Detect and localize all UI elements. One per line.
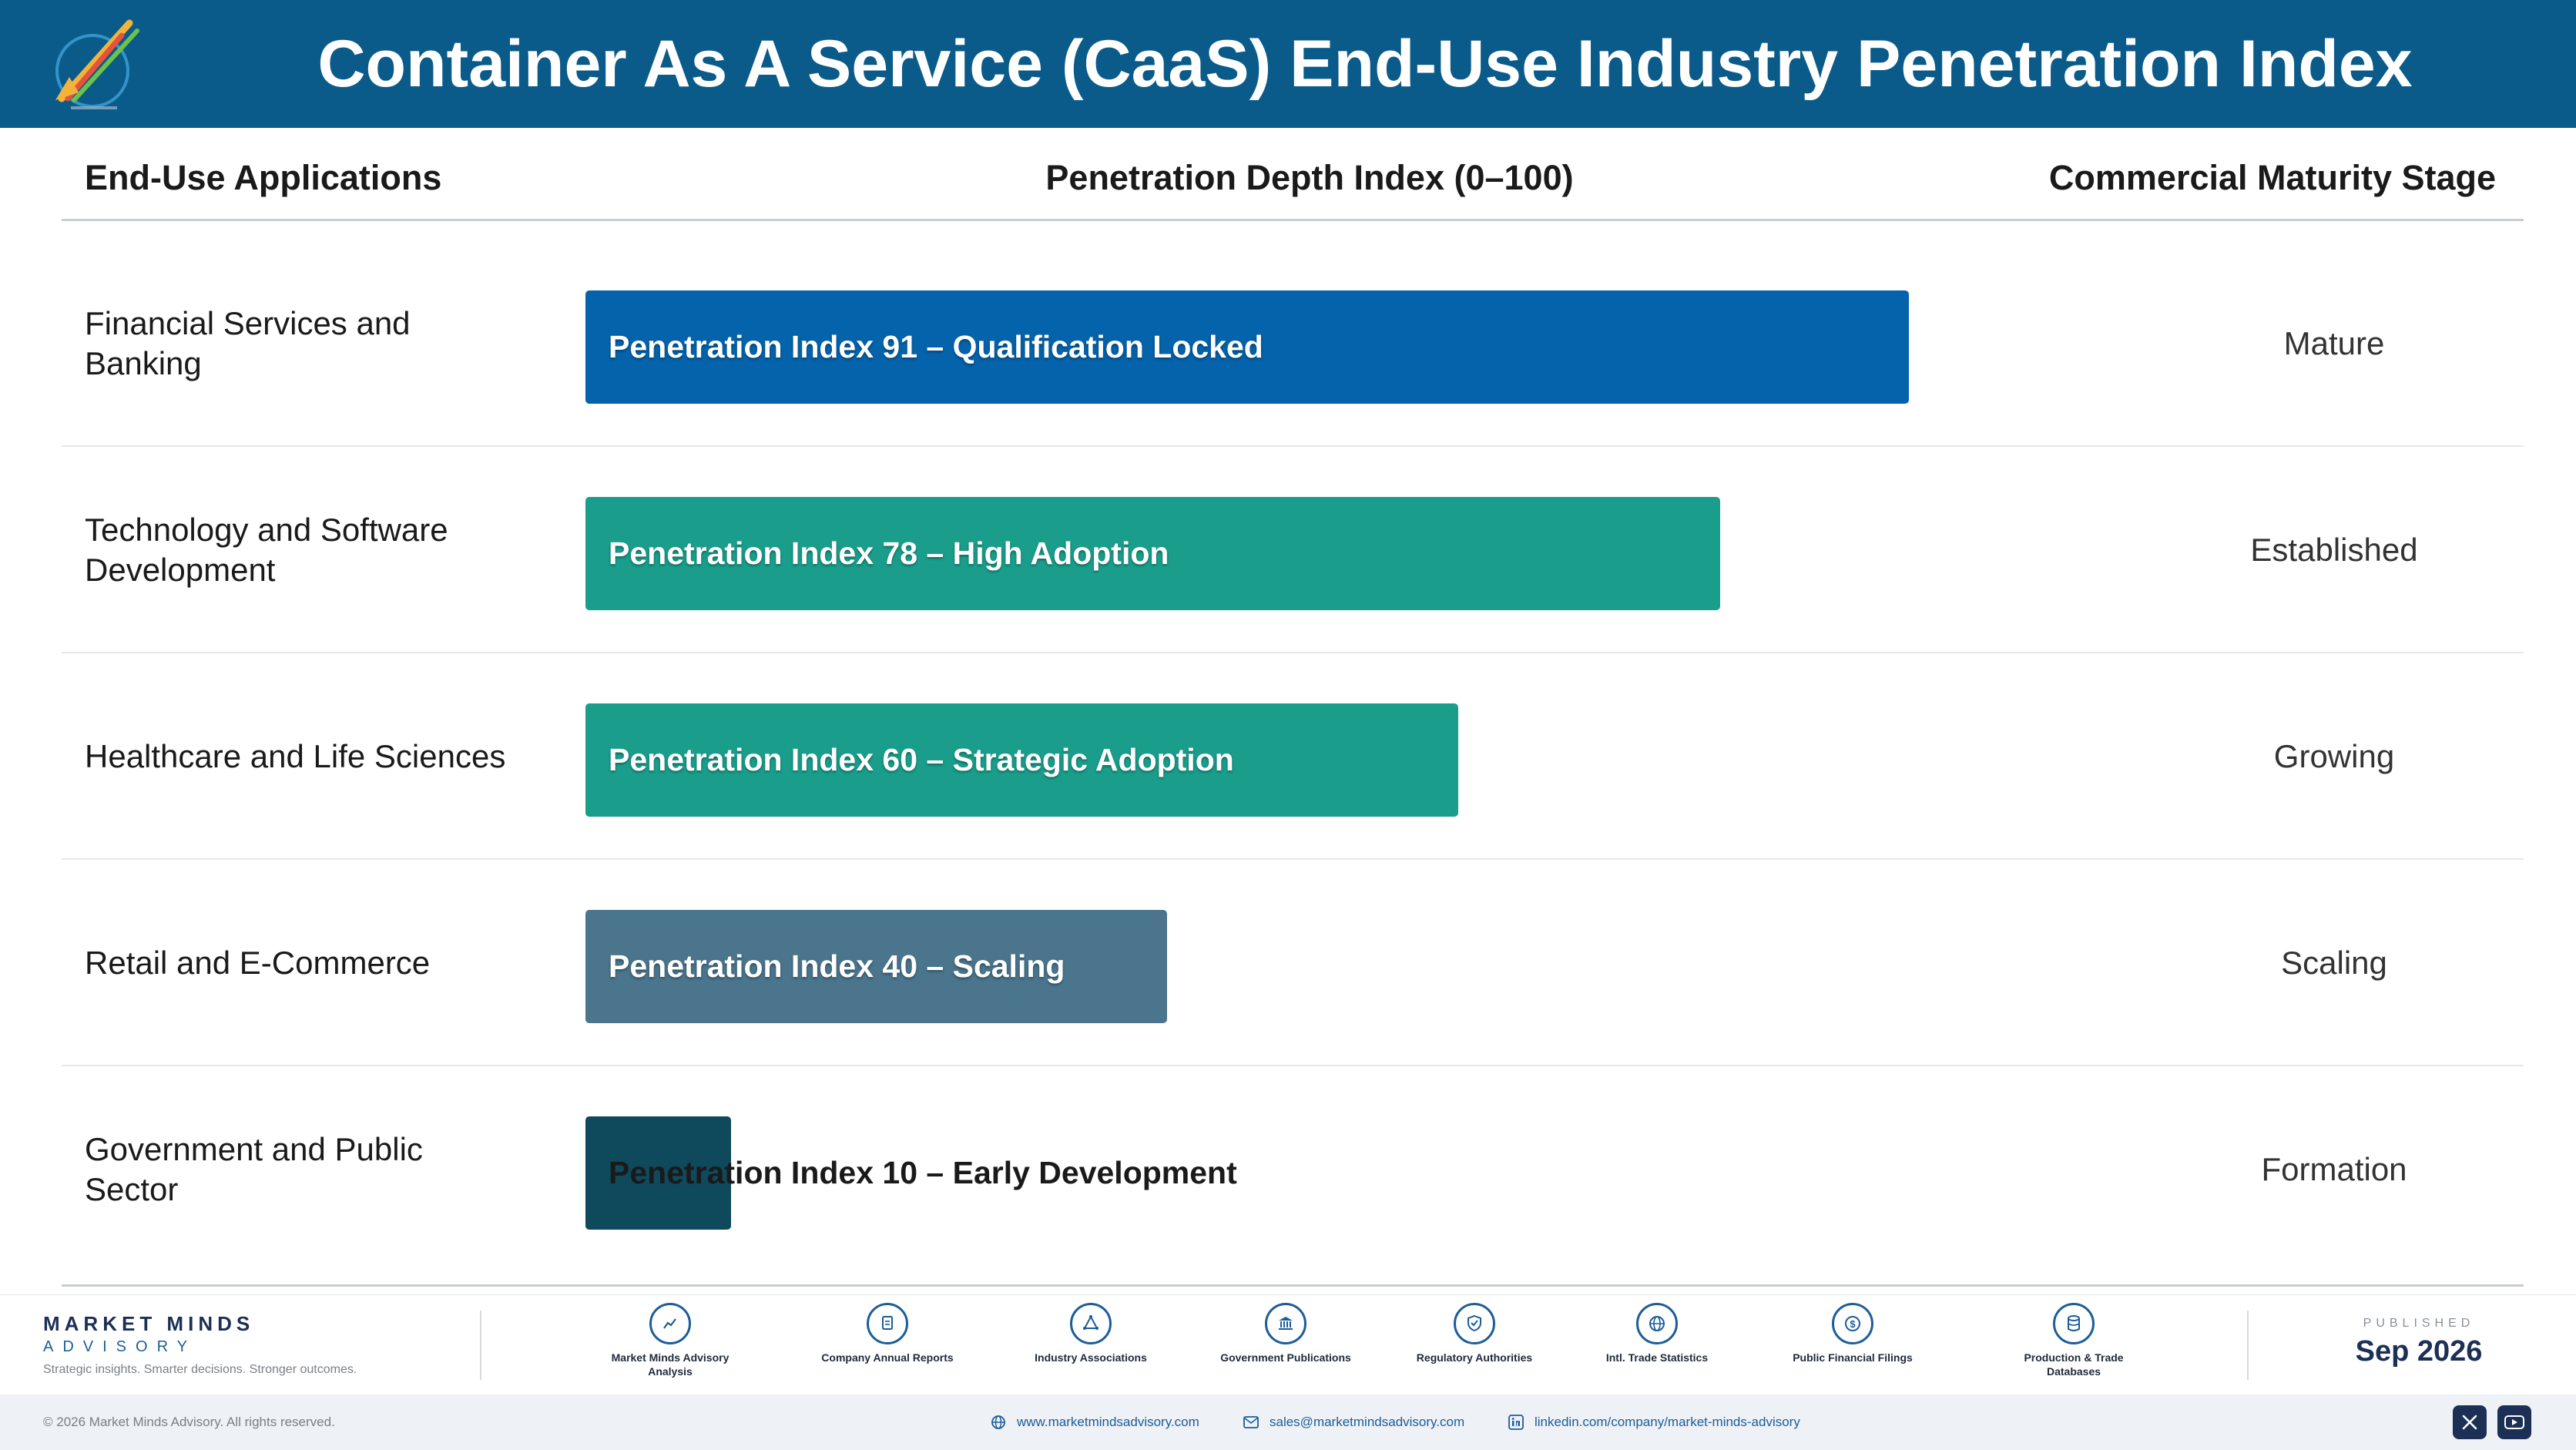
source-label: Production & Trade Databases [2024, 1351, 2124, 1378]
category-label: Government and Public Sector [85, 1131, 423, 1207]
row-divider [62, 652, 2524, 653]
source-item: $ Public Financial Filings [1776, 1303, 1930, 1364]
source-item: Industry Associations [1014, 1303, 1168, 1364]
maturity-stage: Scaling [2281, 945, 2387, 981]
bottom-bar: © 2026 Market Minds Advisory. All rights… [0, 1395, 2576, 1450]
linkedin-icon [1507, 1413, 1525, 1432]
category-label: Retail and E-Commerce [85, 945, 431, 981]
column-header-index: Penetration Depth Index (0–100) [1045, 158, 1574, 197]
copyright: © 2026 Market Minds Advisory. All rights… [43, 1415, 335, 1429]
globe-icon [989, 1413, 1008, 1432]
footer: MARKET MINDS ADVISORY Strategic insights… [0, 1294, 2576, 1395]
brand-tagline: Strategic insights. Smarter decisions. S… [43, 1363, 357, 1376]
x-social-icon[interactable] [2453, 1405, 2487, 1439]
source-label: Government Publications [1220, 1351, 1351, 1364]
chart-row: Technology and Software Development Penet… [62, 447, 2524, 653]
source-label: Market Minds Advisory Analysis [611, 1351, 730, 1378]
email-text: sales@marketmindsadvisory.com [1270, 1415, 1465, 1429]
footer-divider [480, 1311, 481, 1380]
penetration-bar [585, 703, 1458, 817]
penetration-bar [585, 1116, 731, 1230]
row-divider [62, 1065, 2524, 1066]
svg-text:$: $ [1850, 1318, 1856, 1330]
source-label: Industry Associations [1035, 1351, 1147, 1364]
published-date: Sep 2026 [2355, 1335, 2483, 1368]
penetration-bar [585, 910, 1167, 1023]
bar-data-label: Penetration Index 40 – Scaling [609, 948, 1065, 984]
source-item: Intl. Trade Statistics [1580, 1303, 1734, 1364]
chart-row: Healthcare and Life Sciences Penetration … [62, 653, 2524, 860]
dollar-coin-icon: $ [1832, 1303, 1873, 1344]
header-banner: Container As A Service (CaaS) End-Use In… [0, 0, 2576, 128]
chart-row: Retail and E-Commerce Penetration Index 4… [62, 860, 2524, 1066]
source-item: Market Minds Advisory Analysis [593, 1303, 747, 1378]
chart-line-icon [649, 1303, 691, 1344]
linkedin-text: linkedin.com/company/market-minds-adviso… [1535, 1415, 1800, 1429]
maturity-stage: Mature [2283, 325, 2385, 361]
source-label: Company Annual Reports [821, 1351, 954, 1364]
category-label: Healthcare and Life Sciences [85, 738, 506, 774]
footer-divider [2247, 1311, 2249, 1380]
brand-subtitle: ADVISORY [43, 1338, 196, 1355]
chart-row: Financial Services and Banking Penetratio… [62, 240, 2524, 447]
chart-title: Container As A Service (CaaS) End-Use In… [317, 26, 2413, 101]
source-item: Company Annual Reports [810, 1303, 964, 1364]
document-icon [867, 1303, 908, 1344]
source-label: Regulatory Authorities [1416, 1351, 1533, 1364]
brand-name: MARKET MINDS [43, 1312, 255, 1335]
category-label: Technology and Software Development [85, 512, 448, 588]
source-label: Public Financial Filings [1793, 1351, 1913, 1364]
linkedin-link[interactable]: linkedin.com/company/market-minds-adviso… [1507, 1395, 1800, 1450]
market-minds-logo-icon [55, 19, 139, 109]
penetration-bar [585, 290, 1909, 404]
column-header-applications: End-Use Applications [85, 158, 442, 197]
source-item: Government Publications [1209, 1303, 1363, 1364]
bar-data-label: Penetration Index 78 – High Adoption [609, 535, 1169, 571]
bar-data-label: Penetration Index 10 – Early Development [609, 1155, 1237, 1190]
website-text: www.marketmindsadvisory.com [1017, 1415, 1199, 1429]
source-item: Production & Trade Databases [1997, 1303, 2151, 1378]
penetration-bar [585, 497, 1720, 610]
column-header-stage: Commercial Maturity Stage [2048, 158, 2497, 197]
email-link[interactable]: sales@marketmindsadvisory.com [1242, 1395, 1464, 1450]
shield-check-icon [1454, 1303, 1495, 1344]
chart-bottom-divider [62, 1284, 2524, 1287]
source-item: Regulatory Authorities [1397, 1303, 1551, 1364]
row-divider [62, 445, 2524, 447]
maturity-stage: Formation [2261, 1151, 2407, 1187]
youtube-icon[interactable] [2497, 1405, 2531, 1439]
globe-icon [1636, 1303, 1678, 1344]
category-label: Financial Services and Banking [85, 305, 411, 381]
source-label: Intl. Trade Statistics [1605, 1351, 1709, 1364]
row-divider [62, 858, 2524, 860]
maturity-stage: Established [2250, 532, 2418, 568]
published-label: PUBLISHED [2363, 1317, 2475, 1330]
chart-row: Government and Public Sector Penetration … [62, 1066, 2524, 1273]
bar-data-label: Penetration Index 60 – Strategic Adoptio… [609, 742, 1234, 777]
website-link[interactable]: www.marketmindsadvisory.com [989, 1395, 1199, 1450]
government-building-icon [1265, 1303, 1306, 1344]
maturity-stage: Growing [2273, 738, 2395, 774]
bar-data-label: Penetration Index 91 – Qualification Loc… [609, 329, 1263, 364]
network-icon [1070, 1303, 1112, 1344]
header-divider [62, 219, 2524, 221]
mail-icon [1242, 1413, 1260, 1432]
database-icon [2053, 1303, 2095, 1344]
